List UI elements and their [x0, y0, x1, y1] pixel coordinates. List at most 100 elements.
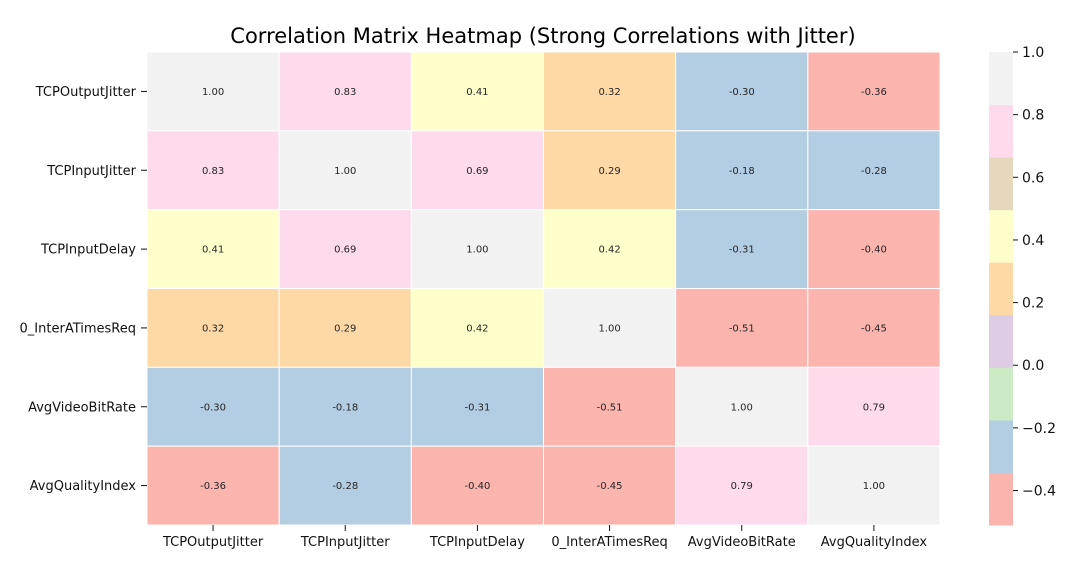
- cell-value-label: 1.00: [466, 245, 488, 256]
- heatmap-cell: [410, 288, 545, 368]
- cell-value-label: 1.00: [731, 402, 753, 413]
- cell-value-label: 1.00: [598, 323, 620, 334]
- cell-value-label: -0.18: [332, 402, 358, 413]
- colorbar-band: [989, 314, 1013, 368]
- colorbar-band: [989, 104, 1013, 158]
- cell-value-label: 0.83: [334, 87, 356, 98]
- cell-value-label: 0.29: [334, 323, 356, 334]
- y-axis-labels: TCPOutputJitter TCPInputJitter TCPInputDel…: [20, 85, 147, 494]
- colorbar-band: [989, 367, 1013, 421]
- colorbar-tick-label: 0.2: [1022, 296, 1044, 312]
- x-tick-label: TCPOutputJitter: [162, 535, 264, 550]
- heatmap-cell: [146, 209, 280, 290]
- heatmap-cell: [807, 366, 941, 447]
- heatmap-cell: [807, 209, 941, 290]
- cell-value-label: 0.69: [466, 166, 488, 177]
- colorbar-band: [989, 209, 1013, 263]
- cell-value-label: 1.00: [202, 87, 224, 98]
- heatmap-cell: [543, 130, 677, 211]
- heatmap-cells: 1.00 0.83 0.41 0.32 -0.30 -0.36 0.83 1.00 0.69 0.…: [146, 51, 941, 526]
- y-tick-label: AvgVideoBitRate: [28, 400, 136, 415]
- cell-value-label: -0.45: [861, 323, 887, 334]
- cell-value-label: -0.51: [597, 402, 623, 413]
- cell-value-label: -0.28: [332, 481, 358, 492]
- heatmap-cell: [278, 130, 412, 211]
- cell-value-label: -0.40: [861, 245, 887, 256]
- cell-value-label: 0.32: [202, 323, 224, 334]
- cell-value-label: 0.29: [598, 166, 620, 177]
- heatmap-cell: [410, 51, 545, 132]
- heatmap-cell: [675, 209, 809, 290]
- x-tick-label: TCPInputDelay: [429, 535, 525, 550]
- cell-value-label: 0.42: [466, 323, 488, 334]
- cell-value-label: 0.41: [466, 87, 488, 98]
- heatmap-cell: [543, 288, 677, 368]
- colorbar-band: [989, 157, 1013, 211]
- heatmap-cell: [410, 366, 545, 447]
- heatmap-cell: [146, 445, 280, 526]
- heatmap-cell: [410, 209, 545, 290]
- y-tick-label: TCPInputJitter: [46, 164, 136, 179]
- heatmap-cell: [807, 130, 941, 211]
- cell-value-label: 0.41: [202, 245, 224, 256]
- x-axis-labels: TCPOutputJitter TCPInputJitter TCPInputDel…: [162, 525, 927, 550]
- x-tick-label: AvgQualityIndex: [821, 535, 928, 550]
- y-tick-label: AvgQualityIndex: [30, 479, 137, 494]
- cell-value-label: -0.40: [464, 481, 490, 492]
- heatmap-cell: [278, 51, 412, 132]
- heatmap-cell: [543, 366, 677, 447]
- cell-value-label: -0.30: [729, 87, 755, 98]
- cell-value-label: 0.69: [334, 245, 356, 256]
- y-tick-label: TCPOutputJitter: [35, 85, 137, 100]
- x-tick-label: 0_InterATimesReq: [551, 535, 667, 550]
- x-tick-label: TCPInputJitter: [300, 535, 390, 550]
- cell-value-label: -0.45: [597, 481, 623, 492]
- chart-title: Correlation Matrix Heatmap (Strong Corre…: [230, 24, 855, 48]
- colorbar: 1.0 0.8 0.6 0.4 0.2 0.0 −0.2 −0.4: [989, 45, 1056, 526]
- cell-value-label: -0.31: [729, 245, 755, 256]
- colorbar-tick-label: −0.2: [1022, 421, 1056, 437]
- colorbar-tick-label: 0.4: [1022, 233, 1044, 249]
- cell-value-label: -0.31: [464, 402, 490, 413]
- cell-value-label: 0.79: [731, 481, 753, 492]
- cell-value-label: 0.79: [863, 402, 885, 413]
- colorbar-tick-label: 0.0: [1022, 358, 1044, 374]
- cell-value-label: -0.30: [200, 402, 226, 413]
- x-tick-label: AvgVideoBitRate: [688, 535, 796, 550]
- heatmap-cell: [543, 209, 677, 290]
- heatmap-cell: [146, 288, 280, 368]
- heatmap-cell: [675, 445, 809, 526]
- colorbar-tick-label: −0.4: [1022, 484, 1056, 500]
- heatmap-cell: [278, 288, 412, 368]
- colorbar-tick-label: 0.6: [1022, 170, 1044, 186]
- cell-value-label: -0.51: [729, 323, 755, 334]
- colorbar-tick-label: 0.8: [1022, 108, 1044, 124]
- heatmap-cell: [146, 366, 280, 447]
- cell-value-label: 0.42: [598, 245, 620, 256]
- cell-value-label: 1.00: [334, 166, 356, 177]
- colorbar-band: [989, 262, 1013, 316]
- cell-value-label: 0.32: [598, 87, 620, 98]
- heatmap-cell: [675, 288, 809, 368]
- cell-value-label: -0.36: [200, 481, 226, 492]
- cell-value-label: -0.18: [729, 166, 755, 177]
- heatmap-cell: [675, 366, 809, 447]
- y-tick-label: TCPInputDelay: [40, 243, 136, 258]
- colorbar-band: [989, 419, 1013, 473]
- heatmap-cell: [675, 51, 809, 132]
- cell-value-label: -0.36: [861, 87, 887, 98]
- heatmap-cell: [807, 445, 941, 526]
- heatmap-cell: [807, 288, 941, 368]
- heatmap-cell: [278, 209, 412, 290]
- heatmap-cell: [146, 51, 280, 132]
- cell-value-label: -0.28: [861, 166, 887, 177]
- cell-value-label: 1.00: [863, 481, 885, 492]
- heatmap-cell: [807, 51, 941, 132]
- colorbar-band: [989, 472, 1013, 526]
- colorbar-band: [989, 52, 1013, 106]
- cell-value-label: 0.83: [202, 166, 224, 177]
- colorbar-tick-label: 1.0: [1022, 45, 1044, 61]
- heatmap-cell: [543, 51, 677, 132]
- y-tick-label: 0_InterATimesReq: [20, 321, 136, 336]
